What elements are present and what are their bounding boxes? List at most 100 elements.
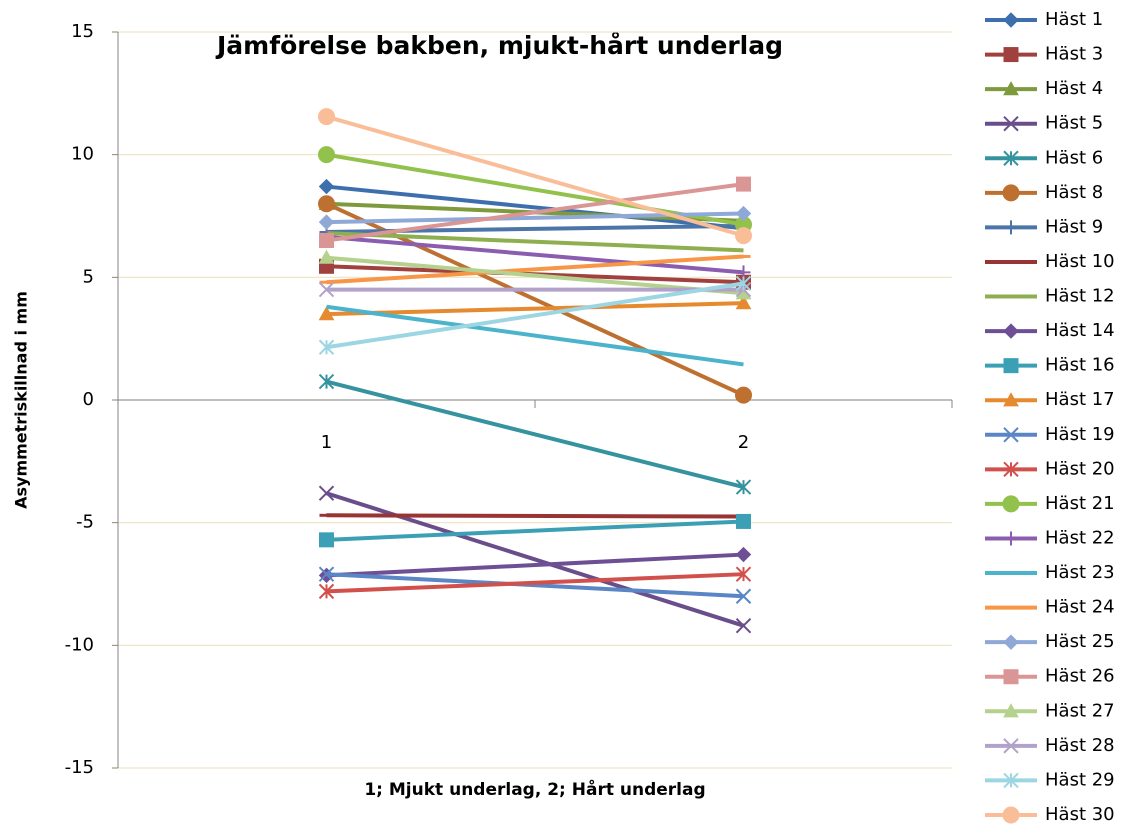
marker (735, 566, 752, 582)
legend-label: Häst 4 (1045, 78, 1103, 99)
chart-title: Jämförelse bakben, mjukt-hårt underlag (215, 31, 783, 60)
marker (735, 205, 752, 222)
marker (318, 485, 335, 501)
marker (318, 339, 335, 355)
marker-part (1004, 220, 1018, 235)
marker (1003, 115, 1019, 132)
legend-label: Häst 10 (1045, 251, 1115, 272)
marker-part (318, 566, 335, 582)
y-tick-label: -5 (76, 512, 94, 533)
legend-label: Häst 29 (1045, 769, 1115, 790)
marker-part (1002, 806, 1020, 824)
legend-label: Häst 12 (1045, 286, 1115, 307)
marker-part (1003, 392, 1019, 407)
marker-part (1003, 323, 1019, 339)
legend-label: Häst 28 (1045, 735, 1115, 756)
marker (1003, 738, 1019, 754)
legend-label: Häst 1 (1045, 9, 1103, 30)
legend-label: Häst 17 (1045, 389, 1115, 410)
marker-part (1003, 47, 1019, 63)
marker-part (1003, 115, 1019, 132)
marker (1002, 495, 1020, 513)
series-line (326, 379, 744, 490)
marker-part (1003, 427, 1019, 443)
marker-part (318, 583, 335, 600)
marker (1004, 531, 1018, 546)
marker (319, 532, 334, 548)
marker (1003, 703, 1019, 718)
marker (735, 227, 752, 245)
marker-part (735, 479, 752, 495)
legend-label: Häst 27 (1045, 700, 1115, 721)
marker-part (735, 205, 752, 222)
marker-part (735, 546, 752, 563)
marker (318, 214, 335, 230)
y-tick-label: -10 (65, 634, 94, 655)
marker-part (319, 233, 334, 249)
marker-part (318, 195, 335, 213)
marker (318, 566, 335, 582)
series-line (326, 184, 744, 231)
marker (736, 513, 751, 529)
marker-part (1003, 669, 1019, 685)
marker (318, 281, 335, 298)
marker (1003, 461, 1019, 478)
series-line (326, 234, 744, 275)
marker (318, 249, 335, 264)
marker-part (319, 532, 334, 548)
marker (1003, 47, 1019, 63)
marker-part (1002, 495, 1020, 513)
marker (318, 195, 335, 213)
marker (1003, 772, 1019, 789)
marker (318, 108, 335, 126)
y-tick-label: -15 (65, 757, 94, 778)
marker (735, 546, 752, 563)
marker-part (1003, 461, 1019, 478)
legend-label: Häst 8 (1045, 182, 1103, 203)
marker-part (318, 249, 335, 264)
marker (318, 306, 335, 321)
marker-part (318, 108, 335, 126)
x-tick-label: 2 (738, 432, 749, 453)
marker-part (318, 306, 335, 321)
series-line (325, 114, 745, 238)
marker (1003, 392, 1019, 407)
marker (1003, 634, 1019, 650)
marker-part (318, 178, 335, 195)
marker-part (318, 373, 335, 390)
marker-part (735, 386, 752, 404)
marker (1003, 358, 1019, 374)
marker-part (1003, 703, 1019, 718)
series-line (326, 513, 744, 519)
marker-part (318, 339, 335, 355)
marker (318, 146, 335, 164)
marker-part (318, 485, 335, 501)
marker-part (1003, 81, 1019, 96)
marker (735, 295, 752, 310)
legend-label: Häst 26 (1045, 666, 1115, 687)
marker (1003, 81, 1019, 96)
legend-label: Häst 6 (1045, 147, 1103, 168)
y-tick-label: 10 (71, 144, 94, 165)
legend-label: Häst 25 (1045, 631, 1115, 652)
y-tick-label: 5 (83, 266, 94, 287)
marker-part (735, 295, 752, 310)
series-line (326, 519, 744, 542)
marker (1002, 184, 1020, 202)
marker (318, 178, 335, 195)
marker-part (1003, 738, 1019, 754)
marker-part (318, 146, 335, 164)
legend-label: Häst 9 (1045, 216, 1103, 237)
marker-part (1003, 358, 1019, 374)
legend-label: Häst 3 (1045, 44, 1103, 65)
series-line (326, 255, 744, 296)
series-line (326, 301, 744, 317)
marker-part (1004, 531, 1018, 546)
marker (1004, 220, 1018, 235)
marker (1003, 323, 1019, 339)
legend-label: Häst 24 (1045, 597, 1115, 618)
marker (319, 233, 334, 249)
marker (318, 583, 335, 600)
marker-part (736, 513, 751, 529)
marker-part (1003, 150, 1019, 166)
